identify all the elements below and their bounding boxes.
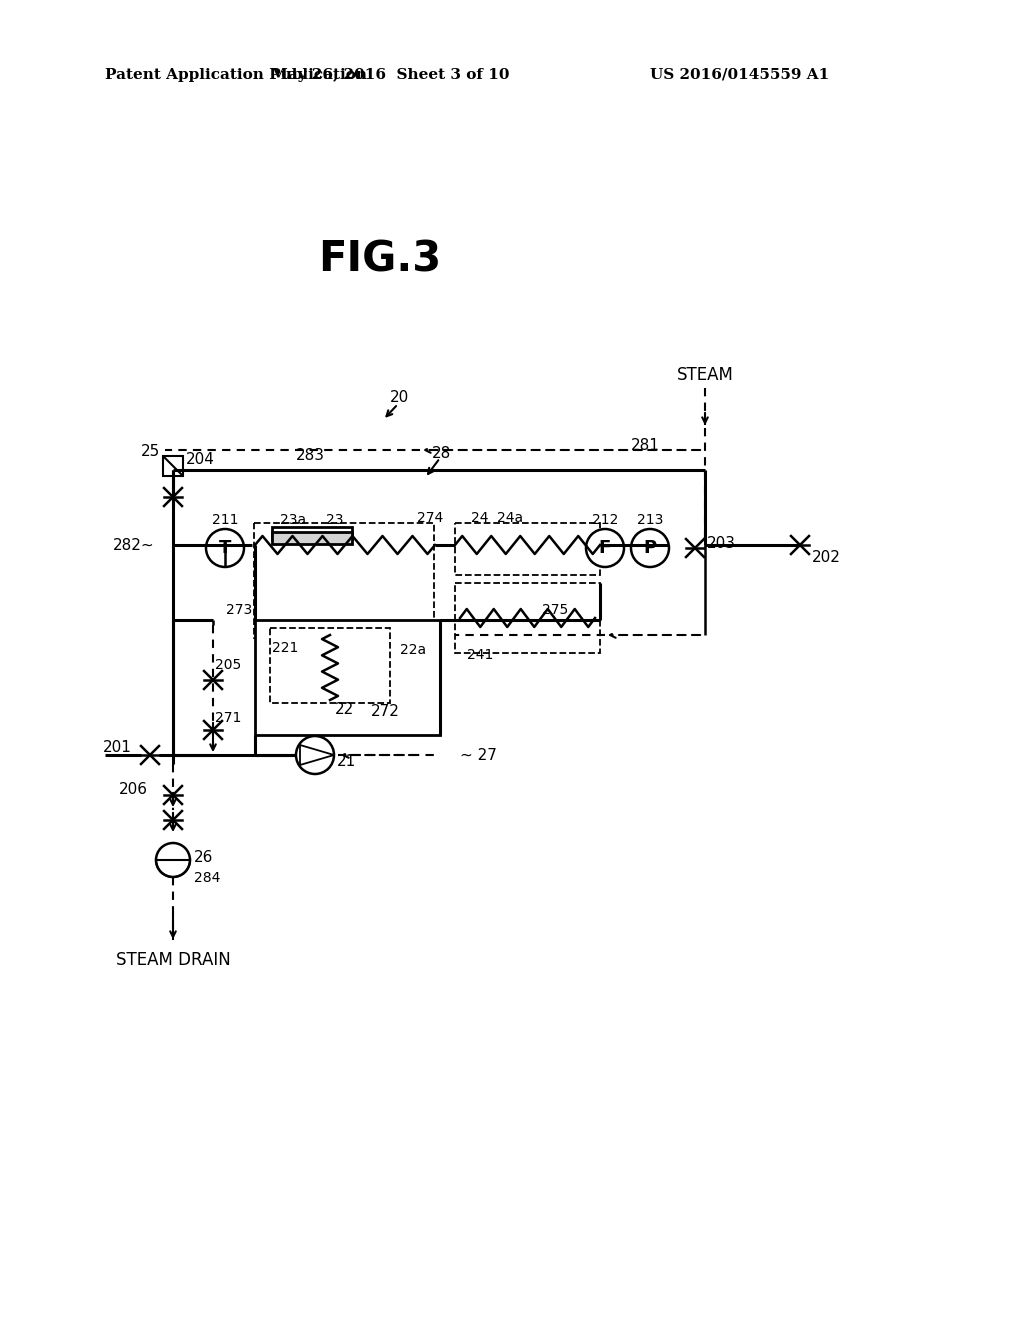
Text: May 26, 2016  Sheet 3 of 10: May 26, 2016 Sheet 3 of 10 <box>270 69 509 82</box>
Circle shape <box>586 529 624 568</box>
Text: 241: 241 <box>467 648 494 663</box>
Text: FIG.3: FIG.3 <box>318 239 441 281</box>
Text: F: F <box>599 539 611 557</box>
Circle shape <box>206 529 244 568</box>
Bar <box>255 620 440 735</box>
Text: 221: 221 <box>271 642 298 655</box>
Text: 21: 21 <box>337 755 356 770</box>
Text: 284: 284 <box>194 871 220 884</box>
Text: 20: 20 <box>390 391 410 405</box>
Text: 275: 275 <box>542 603 568 616</box>
Bar <box>455 583 600 653</box>
Text: ~ 27: ~ 27 <box>460 747 497 763</box>
Text: 22a: 22a <box>400 643 426 657</box>
Bar <box>270 628 390 704</box>
Text: 204: 204 <box>186 453 215 467</box>
Text: 282~: 282~ <box>114 537 155 553</box>
Text: US 2016/0145559 A1: US 2016/0145559 A1 <box>650 69 829 82</box>
Text: 272: 272 <box>371 705 399 719</box>
Text: 212: 212 <box>592 513 618 527</box>
Text: 24: 24 <box>471 511 488 525</box>
Text: 28: 28 <box>432 446 452 461</box>
Circle shape <box>296 737 334 774</box>
Text: Patent Application Publication: Patent Application Publication <box>105 69 367 82</box>
Bar <box>272 532 352 544</box>
Bar <box>254 523 434 638</box>
Text: 281: 281 <box>631 437 660 453</box>
Circle shape <box>156 843 190 876</box>
Bar <box>272 527 352 539</box>
Text: 271: 271 <box>215 711 242 725</box>
Text: 23a: 23a <box>280 513 306 527</box>
Bar <box>455 523 600 576</box>
Text: 22: 22 <box>336 702 354 718</box>
Text: 24a: 24a <box>497 511 523 525</box>
Text: 25: 25 <box>140 445 160 459</box>
Circle shape <box>631 529 669 568</box>
Text: 201: 201 <box>103 741 132 755</box>
Text: 206: 206 <box>119 783 148 797</box>
Text: 211: 211 <box>212 513 239 527</box>
Text: STEAM: STEAM <box>677 366 733 384</box>
Text: 205: 205 <box>215 657 242 672</box>
Text: 203: 203 <box>707 536 736 550</box>
Text: 273: 273 <box>225 603 252 616</box>
Text: 23: 23 <box>327 513 344 527</box>
Text: 213: 213 <box>637 513 664 527</box>
Text: 283: 283 <box>296 449 325 463</box>
Text: 274: 274 <box>417 511 443 525</box>
Text: 202: 202 <box>812 550 841 565</box>
Text: STEAM DRAIN: STEAM DRAIN <box>116 950 230 969</box>
Bar <box>163 455 183 477</box>
Text: 26: 26 <box>194 850 213 866</box>
Polygon shape <box>300 744 334 766</box>
Text: P: P <box>643 539 656 557</box>
Text: T: T <box>219 539 231 557</box>
